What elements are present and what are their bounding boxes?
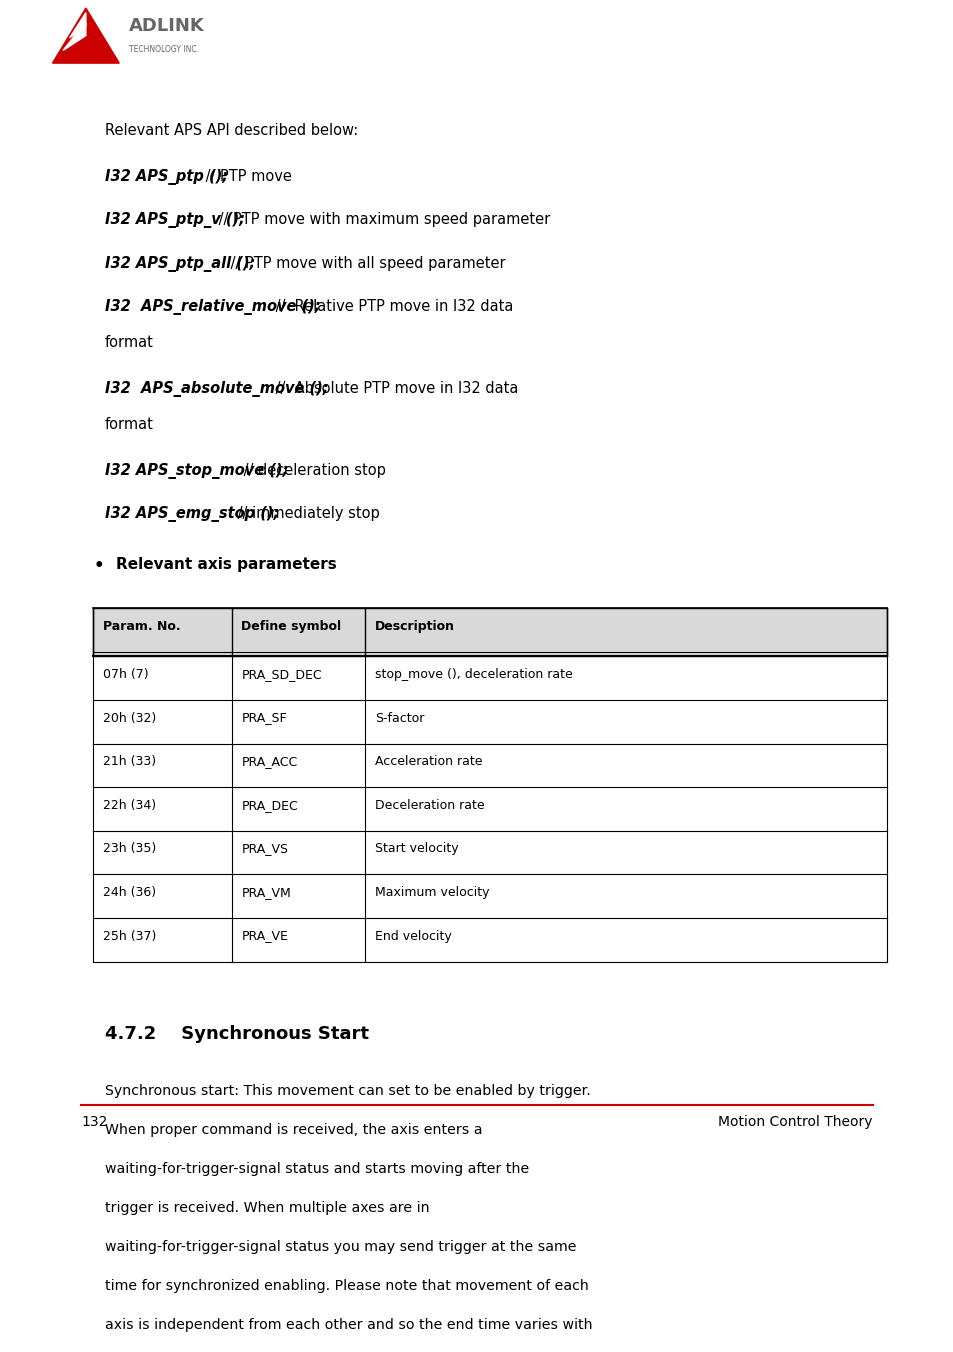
Text: 25h (37): 25h (37) xyxy=(103,930,156,942)
Text: waiting-for-trigger-signal status you may send trigger at the same: waiting-for-trigger-signal status you ma… xyxy=(105,1240,576,1255)
Text: waiting-for-trigger-signal status and starts moving after the: waiting-for-trigger-signal status and st… xyxy=(105,1163,529,1176)
Text: 07h (7): 07h (7) xyxy=(103,668,149,681)
Text: When proper command is received, the axis enters a: When proper command is received, the axi… xyxy=(105,1124,482,1137)
Text: PRA_VE: PRA_VE xyxy=(241,930,288,942)
Text: format: format xyxy=(105,335,153,350)
Text: //  Absolute PTP move in I32 data: // Absolute PTP move in I32 data xyxy=(271,381,518,396)
Text: trigger is received. When multiple axes are in: trigger is received. When multiple axes … xyxy=(105,1202,429,1215)
Text: I32  APS_relative_move ();: I32 APS_relative_move (); xyxy=(105,299,320,315)
Text: stop_move (), deceleration rate: stop_move (), deceleration rate xyxy=(375,668,572,681)
Text: // PTP move: // PTP move xyxy=(201,169,292,184)
Text: // deceleration stop: // deceleration stop xyxy=(239,462,386,477)
Text: format: format xyxy=(105,416,153,431)
Text: //  Relative PTP move in I32 data: // Relative PTP move in I32 data xyxy=(271,299,513,315)
Text: time for synchronized enabling. Please note that movement of each: time for synchronized enabling. Please n… xyxy=(105,1279,588,1294)
Text: S-factor: S-factor xyxy=(375,711,424,725)
Text: Relevant APS API described below:: Relevant APS API described below: xyxy=(105,123,357,138)
Text: Param. No.: Param. No. xyxy=(103,619,180,633)
Text: // PTP move with all speed parameter: // PTP move with all speed parameter xyxy=(226,256,505,270)
Text: // PTP move with maximum speed parameter: // PTP move with maximum speed parameter xyxy=(213,212,549,227)
Text: PRA_ACC: PRA_ACC xyxy=(241,756,297,768)
Text: axis is independent from each other and so the end time varies with: axis is independent from each other and … xyxy=(105,1318,592,1333)
Text: I32 APS_ptp ();: I32 APS_ptp (); xyxy=(105,169,228,185)
Text: 21h (33): 21h (33) xyxy=(103,756,156,768)
Text: PRA_DEC: PRA_DEC xyxy=(241,799,297,811)
Text: TECHNOLOGY INC.: TECHNOLOGY INC. xyxy=(129,45,198,54)
Polygon shape xyxy=(52,8,119,64)
Text: 4.7.2    Synchronous Start: 4.7.2 Synchronous Start xyxy=(105,1025,369,1042)
Text: PRA_SF: PRA_SF xyxy=(241,711,287,725)
Text: Description: Description xyxy=(375,619,455,633)
Text: PRA_SD_DEC: PRA_SD_DEC xyxy=(241,668,322,681)
Text: PRA_VM: PRA_VM xyxy=(241,886,291,899)
Text: Start velocity: Start velocity xyxy=(375,842,458,856)
Text: Deceleration rate: Deceleration rate xyxy=(375,799,484,811)
Text: End velocity: End velocity xyxy=(375,930,451,942)
Text: 23h (35): 23h (35) xyxy=(103,842,156,856)
Text: // immediately stop: // immediately stop xyxy=(233,506,379,521)
Bar xyxy=(93,608,886,657)
Text: I32 APS_ptp_v ();: I32 APS_ptp_v (); xyxy=(105,212,245,228)
Text: 22h (34): 22h (34) xyxy=(103,799,156,811)
Polygon shape xyxy=(70,12,86,38)
Text: Motion Control Theory: Motion Control Theory xyxy=(718,1115,872,1129)
Text: I32 APS_stop_move ();: I32 APS_stop_move (); xyxy=(105,462,288,479)
Text: 20h (32): 20h (32) xyxy=(103,711,156,725)
Text: •: • xyxy=(93,557,104,575)
Text: I32 APS_ptp_all ();: I32 APS_ptp_all (); xyxy=(105,256,255,272)
Text: Relevant axis parameters: Relevant axis parameters xyxy=(116,557,336,572)
Text: Define symbol: Define symbol xyxy=(241,619,341,633)
Text: 132: 132 xyxy=(81,1115,108,1129)
Text: ADLINK: ADLINK xyxy=(129,18,204,35)
Polygon shape xyxy=(63,22,86,50)
Text: I32  APS_absolute_move ();: I32 APS_absolute_move (); xyxy=(105,381,328,397)
Text: PRA_VS: PRA_VS xyxy=(241,842,288,856)
Text: I32 APS_emg_stop ();: I32 APS_emg_stop (); xyxy=(105,506,279,522)
Text: 24h (36): 24h (36) xyxy=(103,886,156,899)
Text: Maximum velocity: Maximum velocity xyxy=(375,886,489,899)
Text: Acceleration rate: Acceleration rate xyxy=(375,756,482,768)
Text: Synchronous start: This movement can set to be enabled by trigger.: Synchronous start: This movement can set… xyxy=(105,1084,590,1098)
